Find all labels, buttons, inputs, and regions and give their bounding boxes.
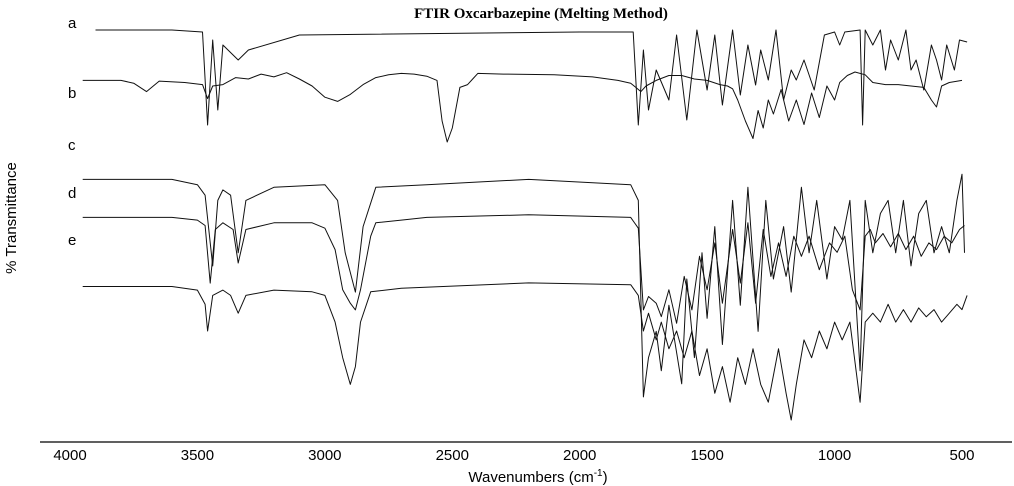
spectrum-line-e — [82, 282, 968, 421]
x-tick-label: 500 — [949, 447, 974, 464]
spectra-group — [82, 29, 968, 421]
x-tick-label: 3000 — [308, 447, 341, 464]
x-tick-label: 2000 — [563, 447, 596, 464]
x-tick-label: 4000 — [53, 447, 86, 464]
x-tick-label: 2500 — [436, 447, 469, 464]
chart-title: FTIR Oxcarbazepine (Melting Method) — [414, 6, 668, 22]
series-labels-group: a b c d e — [68, 15, 77, 249]
x-tick-label: 3500 — [181, 447, 214, 464]
x-axis-label-tail: ) — [603, 469, 608, 486]
y-axis-label: % Transmittance — [3, 162, 20, 274]
x-tick-labels: 4000 3500 3000 2500 2000 1500 1000 500 — [53, 447, 974, 464]
series-label-b: b — [68, 85, 76, 102]
x-axis-label-sup: -1 — [594, 468, 603, 479]
spectrum-line-a — [95, 29, 968, 126]
spectrum-line-b — [82, 71, 963, 143]
series-label-a: a — [68, 15, 77, 32]
x-axis-label-main: Wavenumbers (cm — [468, 469, 593, 486]
series-label-c: c — [68, 137, 76, 154]
x-tick-label: 1500 — [690, 447, 723, 464]
spectrum-line-c — [82, 173, 965, 398]
series-label-d: d — [68, 185, 76, 202]
x-axis-label: Wavenumbers (cm-1) — [468, 468, 607, 486]
spectrum-line-d — [82, 214, 965, 324]
x-tick-label: 1000 — [818, 447, 851, 464]
series-label-e: e — [68, 232, 76, 249]
